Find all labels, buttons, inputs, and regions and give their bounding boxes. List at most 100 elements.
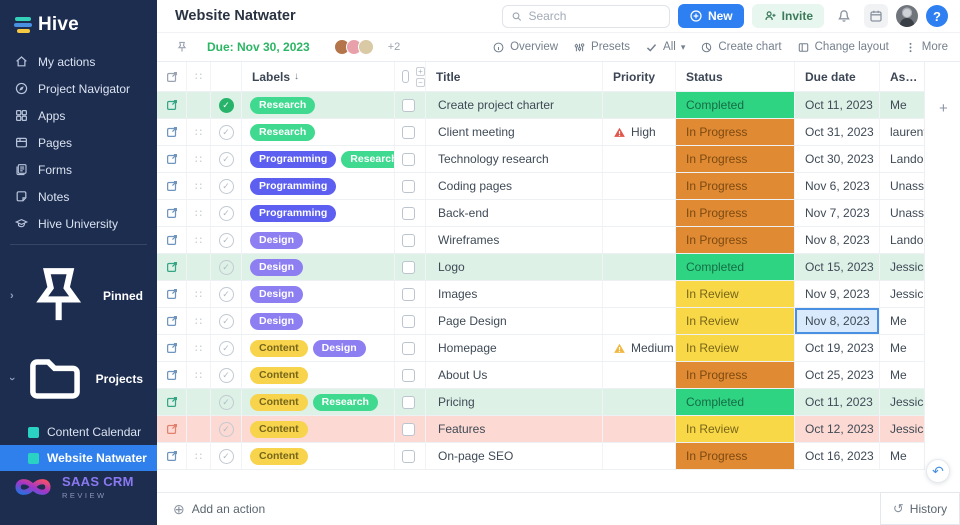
- complete-toggle-cell[interactable]: ✓: [211, 443, 242, 469]
- row-select-cell[interactable]: [395, 119, 426, 145]
- labels-cell[interactable]: Programming: [242, 200, 395, 226]
- drag-handle-cell[interactable]: ∷: [187, 335, 211, 361]
- assignee-cell[interactable]: Landon: [880, 146, 925, 172]
- complete-toggle-cell[interactable]: ✓: [211, 173, 242, 199]
- complete-toggle-cell[interactable]: ✓: [211, 254, 242, 280]
- drag-handle-icon[interactable]: ∷: [195, 180, 202, 193]
- drag-handle-cell[interactable]: ∷: [187, 119, 211, 145]
- status-cell[interactable]: In Review: [676, 308, 795, 334]
- complete-toggle-cell[interactable]: ✓: [211, 362, 242, 388]
- status-cell[interactable]: In Review: [676, 416, 795, 442]
- assignee-cell[interactable]: Me: [880, 362, 925, 388]
- row-select-cell[interactable]: [395, 254, 426, 280]
- title-cell[interactable]: Pricing: [426, 389, 603, 415]
- toolbar-all-button[interactable]: All ▾: [645, 41, 685, 54]
- title-cell[interactable]: On-page SEO: [426, 443, 603, 469]
- due-date-cell[interactable]: Oct 19, 2023: [795, 335, 880, 361]
- due-date-cell[interactable]: Oct 15, 2023: [795, 254, 880, 280]
- complete-toggle-cell[interactable]: ✓: [211, 146, 242, 172]
- due-date-cell[interactable]: Oct 12, 2023: [795, 416, 880, 442]
- check-circle-icon[interactable]: ✓: [218, 421, 234, 437]
- row-checkbox[interactable]: [402, 368, 415, 382]
- open-action-cell[interactable]: [157, 173, 187, 199]
- drag-handle-cell[interactable]: ∷: [187, 308, 211, 334]
- sidebar-item-pages[interactable]: Pages: [0, 129, 157, 156]
- labels-cell[interactable]: Content Design: [242, 335, 395, 361]
- priority-cell[interactable]: [603, 92, 676, 118]
- priority-cell[interactable]: [603, 416, 676, 442]
- status-cell[interactable]: In Review: [676, 281, 795, 307]
- labels-cell[interactable]: Programming Research: [242, 146, 395, 172]
- select-all-checkbox[interactable]: [402, 70, 409, 83]
- row-checkbox[interactable]: [402, 152, 415, 166]
- assignee-cell[interactable]: Me: [880, 308, 925, 334]
- status-cell[interactable]: In Progress: [676, 173, 795, 199]
- labels-cell[interactable]: Content: [242, 443, 395, 469]
- row-checkbox[interactable]: [402, 314, 415, 328]
- title-cell[interactable]: Homepage: [426, 335, 603, 361]
- open-action-cell[interactable]: [157, 119, 187, 145]
- sidebar-project-content-calendar[interactable]: Content Calendar: [0, 419, 157, 445]
- search-input[interactable]: [528, 9, 661, 23]
- sidebar-project-website-natwater[interactable]: Website Natwater: [0, 445, 157, 472]
- invite-button[interactable]: Invite: [751, 4, 824, 28]
- check-circle-icon[interactable]: ✓: [218, 97, 234, 113]
- row-checkbox[interactable]: [402, 179, 415, 193]
- complete-toggle-cell[interactable]: ✓: [211, 281, 242, 307]
- header-status[interactable]: Status: [676, 62, 795, 91]
- complete-toggle-cell[interactable]: ✓: [211, 119, 242, 145]
- header-labels[interactable]: Labels ↓: [242, 62, 395, 91]
- drag-handle-icon[interactable]: ∷: [195, 342, 202, 355]
- row-checkbox[interactable]: [402, 233, 415, 247]
- labels-cell[interactable]: Content: [242, 416, 395, 442]
- check-circle-icon[interactable]: ✓: [218, 259, 234, 275]
- complete-toggle-cell[interactable]: ✓: [211, 308, 242, 334]
- drag-handle-icon[interactable]: ∷: [195, 153, 202, 166]
- check-circle-icon[interactable]: ✓: [218, 232, 234, 248]
- open-action-cell[interactable]: [157, 92, 187, 118]
- sidebar-item-apps[interactable]: Apps: [0, 102, 157, 129]
- check-circle-icon[interactable]: ✓: [218, 286, 234, 302]
- due-date-cell[interactable]: Oct 11, 2023: [795, 92, 880, 118]
- drag-handle-cell[interactable]: ∷: [187, 173, 211, 199]
- help-button[interactable]: ?: [926, 5, 948, 27]
- priority-cell[interactable]: High: [603, 119, 676, 145]
- drag-handle-icon[interactable]: ∷: [195, 369, 202, 382]
- complete-toggle-cell[interactable]: ✓: [211, 92, 242, 118]
- due-date-cell[interactable]: Oct 11, 2023: [795, 389, 880, 415]
- title-cell[interactable]: Features: [426, 416, 603, 442]
- row-select-cell[interactable]: [395, 389, 426, 415]
- check-circle-icon[interactable]: ✓: [218, 178, 234, 194]
- open-action-cell[interactable]: [157, 200, 187, 226]
- user-avatar[interactable]: [896, 5, 918, 27]
- toolbar-more-button[interactable]: More: [904, 41, 948, 54]
- assignee-cell[interactable]: Me: [880, 92, 925, 118]
- sidebar-item-my-actions[interactable]: My actions: [0, 48, 157, 75]
- labels-cell[interactable]: Research: [242, 92, 395, 118]
- priority-cell[interactable]: [603, 254, 676, 280]
- check-circle-icon[interactable]: ✓: [218, 313, 234, 329]
- calendar-button[interactable]: [864, 4, 888, 28]
- check-circle-icon[interactable]: ✓: [218, 448, 234, 464]
- title-cell[interactable]: Create project charter: [426, 92, 603, 118]
- toolbar-overview-button[interactable]: Overview: [492, 41, 558, 54]
- due-date-cell[interactable]: Nov 7, 2023: [795, 200, 880, 226]
- title-cell[interactable]: About Us: [426, 362, 603, 388]
- title-cell[interactable]: Logo: [426, 254, 603, 280]
- title-cell[interactable]: Page Design: [426, 308, 603, 334]
- title-cell[interactable]: Wireframes: [426, 227, 603, 253]
- expand-collapse-all[interactable]: + −: [416, 66, 425, 87]
- drag-handle-cell[interactable]: ∷: [187, 200, 211, 226]
- due-date-cell[interactable]: Oct 16, 2023: [795, 443, 880, 469]
- open-action-cell[interactable]: [157, 335, 187, 361]
- check-circle-icon[interactable]: ✓: [218, 151, 234, 167]
- open-action-cell[interactable]: [157, 443, 187, 469]
- assignee-cell[interactable]: Me: [880, 335, 925, 361]
- title-cell[interactable]: Client meeting: [426, 119, 603, 145]
- check-circle-icon[interactable]: ✓: [218, 367, 234, 383]
- row-checkbox[interactable]: [402, 287, 415, 301]
- drag-handle-icon[interactable]: ∷: [195, 207, 202, 220]
- drag-handle-icon[interactable]: ∷: [195, 234, 202, 247]
- complete-toggle-cell[interactable]: ✓: [211, 227, 242, 253]
- due-date-cell[interactable]: Oct 31, 2023: [795, 119, 880, 145]
